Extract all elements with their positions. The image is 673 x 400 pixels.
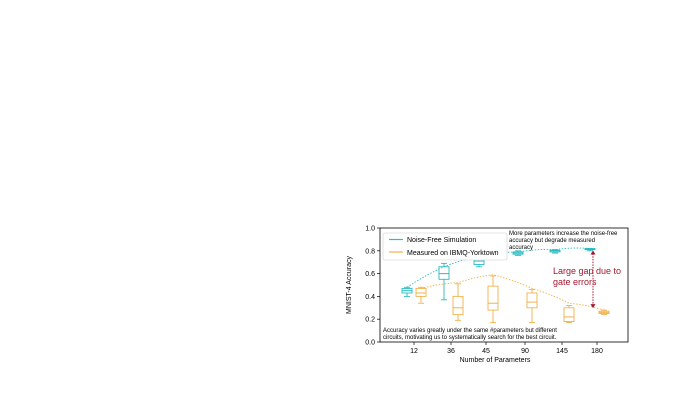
annotation-line-3: accuracy [509, 245, 533, 251]
annotation-circuit-variation: Accuracy varies greatly under the same #… [383, 328, 557, 341]
y-tick-label: 0.6 [365, 271, 375, 278]
legend-label-ibmq: Measured on IBMQ-Yorktown [407, 250, 499, 257]
x-tick-label: 145 [556, 348, 568, 355]
y-tick-label: 0.8 [365, 248, 375, 255]
y-tick-label: 0.4 [365, 294, 375, 301]
x-tick-label: 180 [591, 348, 603, 355]
y-tick-label: 0.2 [365, 317, 375, 324]
box-body [563, 307, 575, 322]
trend-line [420, 274, 605, 311]
box-body [415, 287, 427, 297]
x-tick-label: 90 [521, 348, 529, 355]
annotation-line-2: accuracy but degrade measured [509, 238, 595, 244]
legend-label-noise-free: Noise-Free Simulation [407, 237, 476, 244]
legend: Noise-Free Simulation Measured on IBMQ-Y… [382, 232, 508, 261]
box-body [452, 295, 464, 316]
annotation-bottom-line-2: circuits, motivating us to systematicall… [383, 335, 557, 341]
gap-label-line-2: gate errors [553, 277, 597, 287]
y-axis-title: MNIST-4 Accuracy [346, 256, 353, 314]
plot-layer: 0.0 0.2 0.4 0.6 0.8 1.0 12 36 45 90 145 180 [365, 226, 629, 355]
x-tick-label: 12 [410, 348, 418, 355]
gap-arrow-head-up [590, 250, 596, 255]
gap-arrow-head-down [590, 304, 596, 309]
annotation-line-1: More parameters increase the noise-free [509, 231, 618, 237]
y-tick-label: 0.0 [365, 340, 375, 347]
legend-frame [382, 232, 508, 261]
annotation-bottom-line-1: Accuracy varies greatly under the same #… [383, 328, 557, 334]
y-tick-label: 1.0 [365, 226, 375, 233]
x-tick-label: 36 [447, 348, 455, 355]
annotation-gate-error-gap: Large gap due to gate errors [553, 266, 621, 287]
x-tick-label: 45 [482, 348, 490, 355]
box-body [526, 292, 538, 309]
plot-frame [379, 227, 629, 343]
x-axis-title: Number of Parameters [460, 357, 531, 364]
box-body [487, 285, 499, 311]
gap-label-line-1: Large gap due to [553, 266, 621, 276]
box-body [438, 266, 450, 280]
annotation-parameters-tradeoff: More parameters increase the noise-free … [509, 231, 618, 251]
